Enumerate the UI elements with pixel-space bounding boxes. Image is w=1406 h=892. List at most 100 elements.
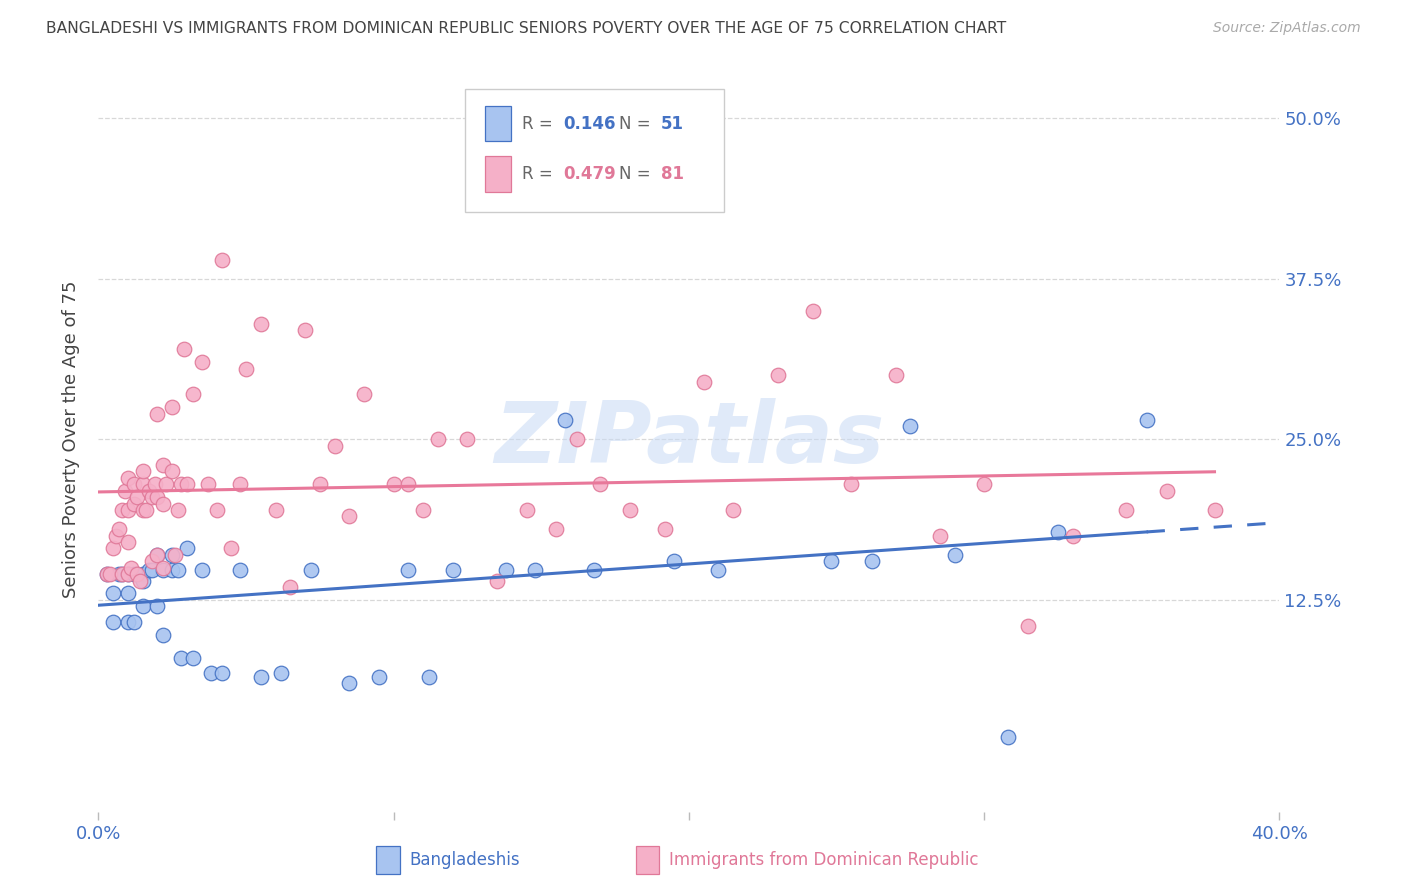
Point [98, 567, 121, 582]
Point [176, 541, 198, 556]
Point [270, 666, 292, 681]
Point [117, 471, 139, 485]
Text: R =: R = [523, 165, 558, 183]
Point [114, 483, 136, 498]
Point [197, 477, 219, 491]
Point [353, 387, 375, 401]
Point [132, 464, 155, 478]
Point [155, 477, 177, 491]
Point [165, 548, 187, 562]
Point [205, 503, 228, 517]
Point [250, 317, 273, 331]
Point [152, 627, 174, 641]
Point [723, 503, 745, 517]
Point [323, 439, 346, 453]
Point [125, 567, 148, 582]
Point [146, 548, 169, 562]
Point [128, 574, 150, 588]
Text: N =: N = [619, 165, 657, 183]
Point [122, 567, 145, 582]
Point [398, 477, 420, 491]
Point [693, 375, 716, 389]
Point [111, 503, 134, 517]
Point [200, 666, 222, 681]
Point [152, 496, 174, 510]
Point [120, 560, 142, 574]
Point [583, 563, 606, 577]
Point [96, 567, 118, 582]
Point [1156, 483, 1178, 498]
Point [943, 548, 966, 562]
Point [191, 563, 214, 577]
Point [108, 567, 131, 582]
Point [96, 567, 118, 582]
Point [117, 586, 139, 600]
Point [339, 509, 361, 524]
Text: Bangladeshis: Bangladeshis [409, 851, 520, 869]
Point [141, 554, 163, 568]
Point [146, 548, 169, 562]
Text: BANGLADESHI VS IMMIGRANTS FROM DOMINICAN REPUBLIC SENIORS POVERTY OVER THE AGE O: BANGLADESHI VS IMMIGRANTS FROM DOMINICAN… [46, 21, 1007, 36]
Point [103, 586, 125, 600]
Point [122, 615, 145, 629]
Point [105, 528, 128, 542]
Point [565, 433, 588, 447]
Point [1136, 413, 1159, 427]
Point [181, 387, 204, 401]
Point [141, 563, 163, 577]
Point [191, 355, 214, 369]
Bar [485, 156, 510, 192]
Point [427, 433, 450, 447]
Point [412, 503, 434, 517]
Point [108, 522, 131, 536]
Bar [485, 105, 510, 141]
Point [589, 477, 612, 491]
Point [299, 563, 322, 577]
Point [766, 368, 789, 383]
Text: 81: 81 [661, 165, 683, 183]
Point [229, 477, 252, 491]
Point [170, 650, 193, 665]
Point [654, 522, 676, 536]
Point [1204, 503, 1226, 517]
Point [162, 464, 183, 478]
Point [229, 563, 252, 577]
Point [1115, 503, 1137, 517]
Point [117, 503, 139, 517]
Point [801, 304, 824, 318]
Y-axis label: Seniors Poverty Over the Age of 75: Seniors Poverty Over the Age of 75 [62, 281, 80, 598]
Point [103, 541, 125, 556]
Point [664, 554, 686, 568]
Text: 0.146: 0.146 [564, 114, 616, 133]
Point [997, 730, 1019, 744]
Point [860, 554, 883, 568]
Point [146, 407, 169, 421]
Point [820, 554, 842, 568]
Point [309, 477, 332, 491]
Text: N =: N = [619, 114, 657, 133]
Point [170, 477, 193, 491]
Point [619, 503, 641, 517]
Point [235, 361, 257, 376]
Point [884, 368, 907, 383]
Point [146, 490, 169, 504]
Point [132, 574, 155, 588]
Bar [636, 846, 659, 874]
Point [146, 599, 169, 614]
Point [141, 490, 163, 504]
Point [973, 477, 995, 491]
Point [132, 567, 155, 582]
Point [524, 563, 547, 577]
Point [707, 563, 730, 577]
Text: R =: R = [523, 114, 558, 133]
Point [221, 541, 243, 556]
Point [457, 433, 479, 447]
Point [398, 563, 420, 577]
Point [152, 563, 174, 577]
Point [486, 574, 509, 588]
Point [152, 560, 174, 574]
Point [117, 567, 139, 582]
Point [495, 563, 517, 577]
Point [103, 615, 125, 629]
Point [368, 670, 391, 684]
